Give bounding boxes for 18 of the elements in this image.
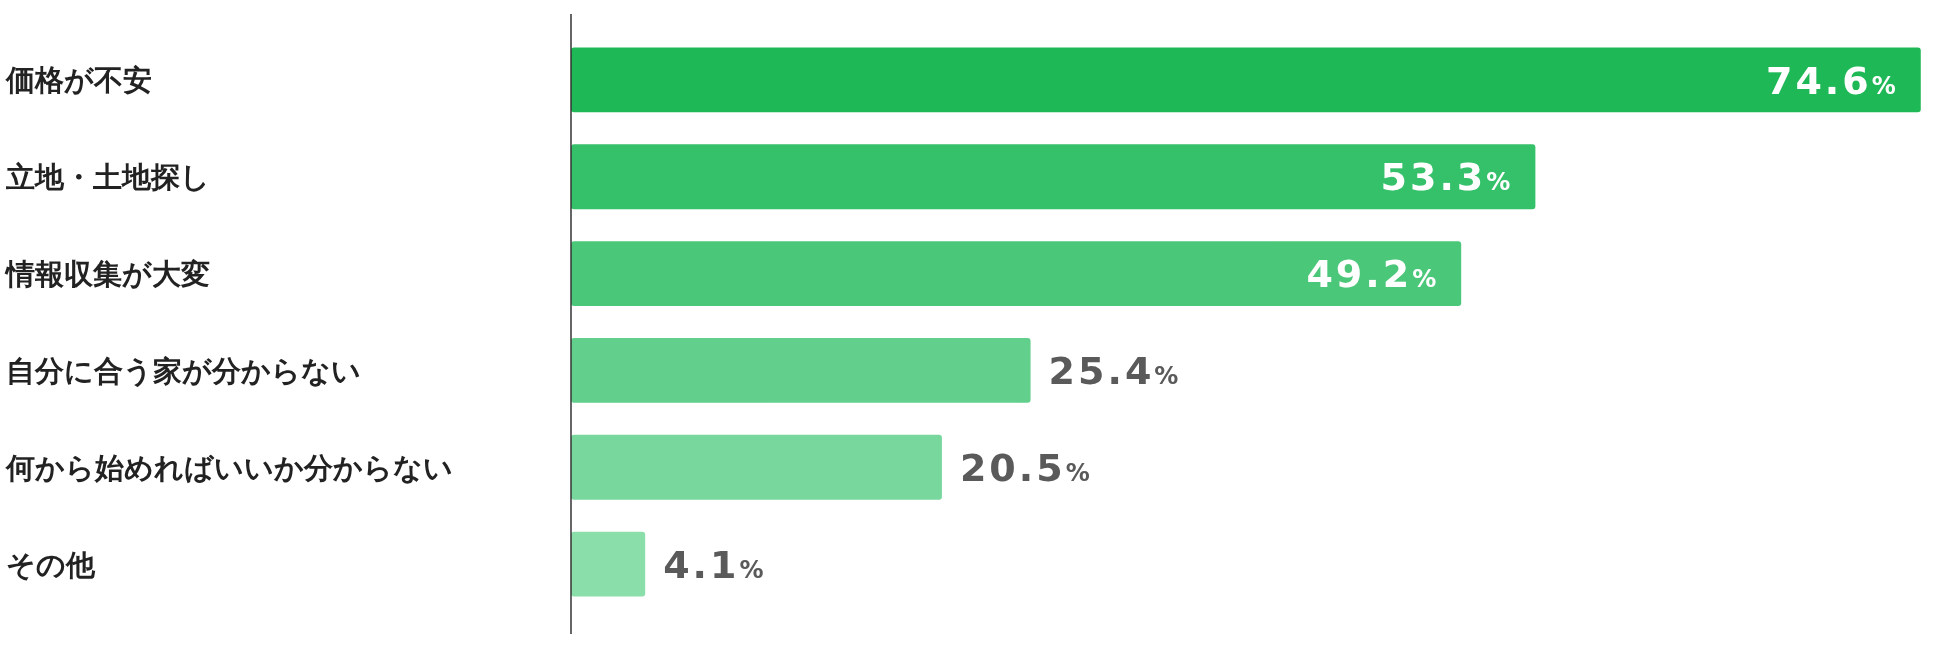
data-label: 53.3% bbox=[1380, 155, 1514, 200]
data-label: 4.1% bbox=[663, 542, 767, 587]
bar bbox=[571, 434, 942, 500]
y-tick-label: 価格が不安 bbox=[5, 63, 152, 98]
bar bbox=[571, 47, 1921, 113]
y-tick-label: 自分に合う家が分からない bbox=[6, 353, 361, 388]
y-tick-label: 立地・土地探し bbox=[5, 160, 210, 195]
data-label: 25.4% bbox=[1048, 349, 1182, 394]
bar bbox=[571, 241, 1462, 307]
bar bbox=[571, 337, 1031, 403]
y-tick-label: 情報収集が大変 bbox=[4, 257, 210, 292]
bar bbox=[571, 144, 1536, 210]
data-label: 49.2% bbox=[1306, 252, 1440, 297]
bar bbox=[571, 531, 646, 597]
y-tick-label: その他 bbox=[6, 547, 96, 582]
data-label: 74.6% bbox=[1765, 58, 1899, 103]
y-tick-label: 何から始めればいいか分からない bbox=[5, 450, 453, 485]
data-label: 20.5% bbox=[959, 445, 1093, 490]
